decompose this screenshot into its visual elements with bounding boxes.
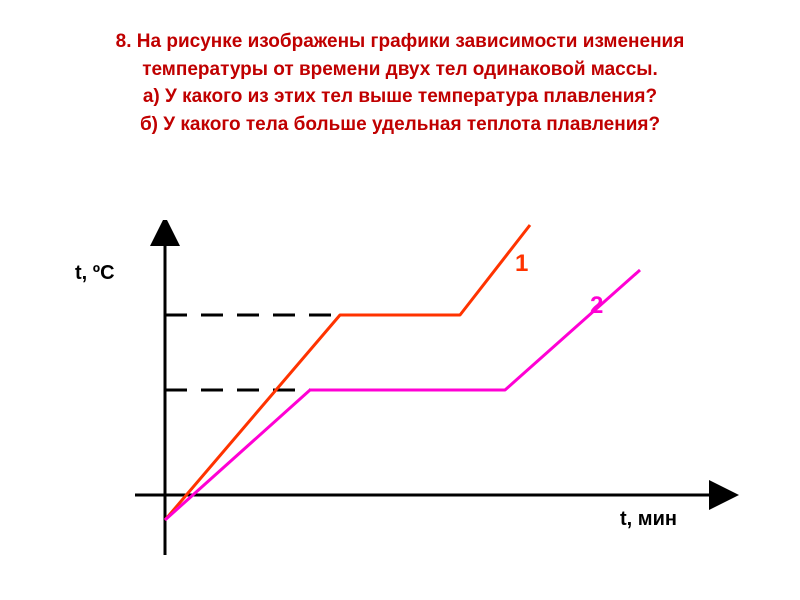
series-lines [165, 225, 640, 520]
series-2-label: 2 [590, 292, 603, 320]
x-axis-label: t, мин [620, 508, 677, 531]
series-1-label: 1 [515, 250, 528, 278]
title-line-4: б) У какого тела больше удельная теплота… [40, 111, 760, 139]
title-line-2: температуры от времени двух тел одинаков… [40, 56, 760, 84]
title-line-3: а) У какого из этих тел выше температура… [40, 83, 760, 111]
guide-lines [165, 315, 340, 390]
temperature-time-chart: t, ºC t, мин 1 2 [60, 220, 740, 580]
question-title: 8. На рисунке изображены графики зависим… [0, 0, 800, 148]
y-axis-label: t, ºC [75, 262, 115, 285]
title-line-1: 8. На рисунке изображены графики зависим… [40, 28, 760, 56]
